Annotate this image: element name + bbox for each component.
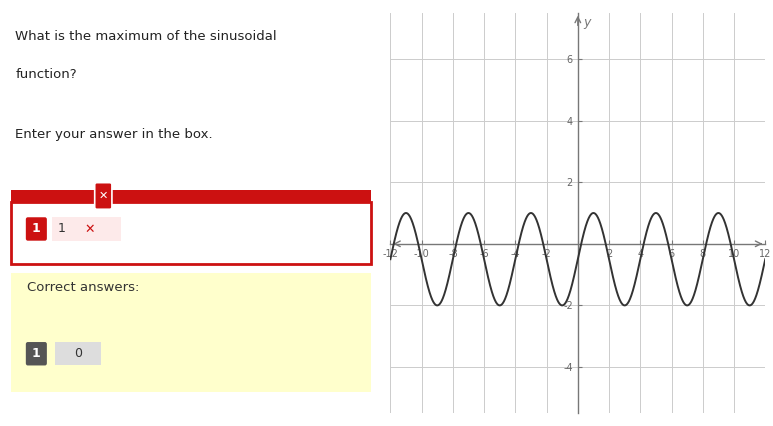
Text: ✕: ✕ bbox=[85, 222, 95, 236]
Text: ✕: ✕ bbox=[99, 191, 108, 201]
Text: 1: 1 bbox=[32, 347, 41, 360]
Text: 1: 1 bbox=[57, 222, 65, 236]
Bar bbox=[12, 273, 371, 392]
Bar bbox=[56, 342, 101, 366]
FancyBboxPatch shape bbox=[26, 217, 47, 241]
Bar bbox=[52, 217, 121, 241]
Text: What is the maximum of the sinusoidal: What is the maximum of the sinusoidal bbox=[15, 30, 277, 43]
Text: 1: 1 bbox=[32, 222, 41, 236]
Bar bbox=[12, 190, 371, 202]
Text: y: y bbox=[584, 16, 591, 29]
Text: 0: 0 bbox=[74, 347, 83, 360]
Text: Enter your answer in the box.: Enter your answer in the box. bbox=[15, 128, 213, 141]
FancyBboxPatch shape bbox=[26, 342, 47, 366]
Text: Correct answers:: Correct answers: bbox=[27, 281, 139, 294]
Bar bbox=[12, 202, 371, 264]
Text: function?: function? bbox=[15, 68, 77, 81]
FancyBboxPatch shape bbox=[95, 183, 112, 209]
